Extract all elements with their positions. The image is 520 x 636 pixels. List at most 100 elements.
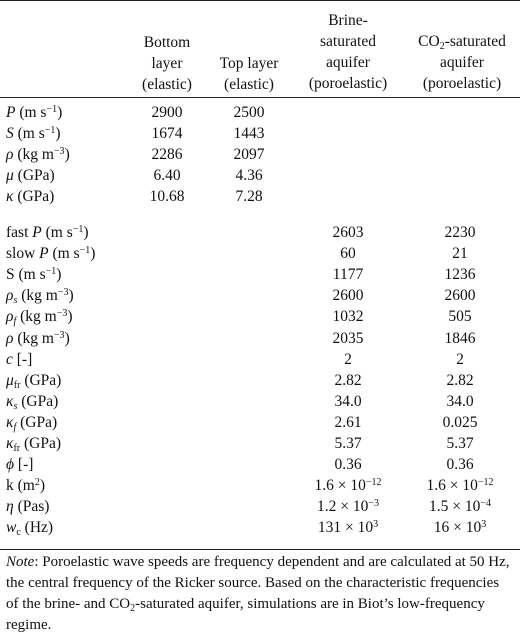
table-row: wc (Hz) 131 × 103 16 × 103 <box>0 518 520 538</box>
label-close: ) <box>56 266 62 284</box>
table-top-rule <box>0 0 520 2</box>
label-unit: (GPa) <box>20 371 62 389</box>
cell-top-layer: 4.36 <box>235 167 263 184</box>
cell-value: 1.2 × 10 <box>316 498 369 516</box>
label-unit: (GPa) <box>17 392 59 410</box>
row-label: S (m s−1) <box>6 265 61 285</box>
table-row: S (m s−1) 1177 1236 <box>0 265 520 285</box>
row-label: κf (GPa) <box>6 413 57 433</box>
label-symbol: P <box>32 224 42 241</box>
cell-exponent: −12 <box>477 477 494 489</box>
label-symbol: ϕ <box>6 456 15 474</box>
table-row: slow P (m s−1) 60 21 <box>0 244 520 264</box>
cell-value: 2230 <box>444 224 476 241</box>
cell-value: 505 <box>448 308 472 326</box>
cell-brine-aquifer: 131 × 103 <box>296 518 400 538</box>
row-label: κs (GPa) <box>6 392 58 412</box>
cell-brine-aquifer: 2603 <box>296 223 400 243</box>
table-row: fast P (m s−1) 2603 2230 <box>0 223 520 243</box>
cell-value: 1032 <box>332 308 364 326</box>
label-symbol: ρ <box>6 308 14 326</box>
cell-value: 16 × 10 <box>433 519 482 537</box>
cell-value: 131 × 10 <box>317 519 374 537</box>
cell-value: 1.6 × 10 <box>426 477 478 495</box>
label-exponent: −3 <box>57 287 69 299</box>
cell-co2-aquifer: 5.37 <box>408 434 512 454</box>
table-row: P (m s−1) 2900 2500 <box>0 103 520 123</box>
header-line: CO2-saturated <box>418 33 506 52</box>
cell-exponent: 3 <box>373 519 379 531</box>
header-line: Brine- <box>328 12 368 29</box>
cell-value: 5.37 <box>446 435 474 452</box>
table-row: ρs (kg m−3) 2600 2600 <box>0 286 520 306</box>
header-bottom-layer: Bottom layer (elastic) <box>128 32 206 95</box>
label-unit: (m s <box>13 125 45 142</box>
header-line: Bottom <box>143 34 191 51</box>
table-row: κs (GPa) 34.0 34.0 <box>0 392 520 412</box>
label-exponent: −1 <box>46 104 58 115</box>
header-line: (elastic) <box>224 76 274 93</box>
header-line: aquifer <box>440 54 484 71</box>
cell-co2-aquifer: 2.82 <box>408 371 512 391</box>
label-symbol: ρ <box>6 146 14 163</box>
cell-bottom-layer: 10.68 <box>149 188 185 205</box>
label-symbol: P <box>39 245 49 263</box>
label-unit: (kg m <box>13 146 54 163</box>
label-exponent: −3 <box>53 329 65 341</box>
table-row: ρ (kg m−3) 2035 1846 <box>0 329 520 349</box>
cell-value: 34.0 <box>334 392 362 410</box>
label-symbol: κ <box>6 188 14 205</box>
label-close: ) <box>39 477 46 495</box>
label-exponent: 2 <box>34 477 40 489</box>
label-unit: (GPa) <box>13 167 55 184</box>
cell-exponent: −12 <box>365 477 382 489</box>
row-label: slow P (m s−1) <box>6 244 95 264</box>
cell-brine-aquifer: 1.6 × 10−12 <box>296 476 400 496</box>
label-prefix: k <box>6 477 14 495</box>
label-symbol: η <box>6 498 14 516</box>
cell-co2-aquifer: 505 <box>408 307 512 327</box>
label-close: ) <box>64 329 70 347</box>
header-line: aquifer <box>326 54 370 71</box>
header-line: (poroelastic) <box>308 75 388 92</box>
cell-brine-aquifer: 1.2 × 10−3 <box>296 497 400 517</box>
label-close: ) <box>83 224 89 241</box>
cell-value: 2.61 <box>334 413 362 431</box>
cell-top-layer: 1443 <box>233 125 265 142</box>
table-row: ϕ [-] 0.36 0.36 <box>0 455 520 475</box>
cell-top-layer: 2500 <box>233 104 265 121</box>
header-top-layer: Top layer (elastic) <box>210 53 288 95</box>
cell-value: 1.6 × 10 <box>314 477 366 495</box>
label-symbol: w <box>6 519 17 537</box>
row-label: k (m2) <box>6 476 45 496</box>
label-prefix: slow <box>6 245 40 263</box>
label-exponent: −1 <box>79 245 91 257</box>
header-line: saturated <box>320 33 376 50</box>
label-unit: (m s <box>48 245 80 263</box>
label-exponent: −3 <box>56 308 68 320</box>
label-exponent: −1 <box>44 125 56 136</box>
label-close: ) <box>64 146 70 163</box>
label-subscript: f <box>13 421 17 433</box>
label-close: ) <box>90 245 96 263</box>
cell-brine-aquifer: 2600 <box>296 286 400 306</box>
cell-value: 2600 <box>332 287 364 305</box>
cell-brine-aquifer: 1177 <box>296 265 400 285</box>
cell-co2-aquifer: 2600 <box>408 286 512 306</box>
cell-value: 34.0 <box>446 392 474 410</box>
label-exponent: −1 <box>45 266 57 278</box>
note-subscript: 2 <box>130 603 136 614</box>
header-brine-aquifer: Brine- saturated aquifer (poroelastic) <box>296 10 400 94</box>
cell-value: 2603 <box>332 224 364 241</box>
note-text: : Poroelastic wave speeds are frequency … <box>6 554 510 612</box>
cell-bottom-layer: 1674 <box>151 125 183 142</box>
cell-brine-aquifer: 5.37 <box>296 434 400 454</box>
table-row: c [-] 2 2 <box>0 350 520 370</box>
label-symbol: μ <box>6 371 14 389</box>
label-symbol: κ <box>6 435 14 452</box>
label-unit: (Pas) <box>13 498 50 516</box>
label-subscript: fr <box>13 443 21 454</box>
label-unit: (m s <box>14 266 46 284</box>
label-prefix: S <box>6 266 15 284</box>
cell-brine-aquifer: 2.61 <box>296 413 400 433</box>
